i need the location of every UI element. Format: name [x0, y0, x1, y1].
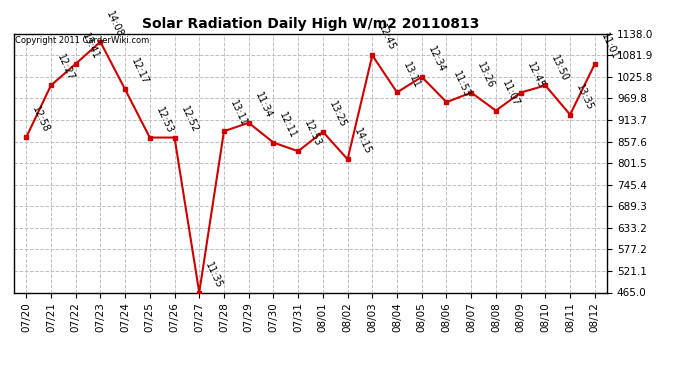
Text: 11:01: 11:01 [599, 32, 620, 61]
Text: 13:41: 13:41 [80, 32, 101, 61]
Text: 12:45: 12:45 [525, 60, 546, 90]
Text: 11:34: 11:34 [253, 91, 274, 120]
Text: 12:53: 12:53 [154, 105, 175, 135]
Text: 13:25: 13:25 [327, 99, 348, 129]
Text: 12:17: 12:17 [129, 57, 150, 87]
Text: 12:11: 12:11 [277, 110, 298, 140]
Text: 12:45: 12:45 [377, 23, 397, 53]
Text: 13:35: 13:35 [574, 82, 595, 112]
Text: 12:52: 12:52 [179, 105, 199, 135]
Title: Solar Radiation Daily High W/m2 20110813: Solar Radiation Daily High W/m2 20110813 [142, 17, 479, 31]
Text: 11:35: 11:35 [204, 260, 224, 290]
Text: 14:15: 14:15 [352, 127, 373, 156]
Text: Copyright 2011 CarderWiki.com: Copyright 2011 CarderWiki.com [15, 36, 149, 45]
Text: 12:58: 12:58 [30, 105, 51, 135]
Text: 12:34: 12:34 [426, 45, 446, 74]
Text: 12:53: 12:53 [302, 119, 323, 148]
Text: 13:11: 13:11 [228, 99, 249, 128]
Text: 13:50: 13:50 [549, 53, 571, 82]
Text: 12:27: 12:27 [55, 53, 76, 82]
Text: 11:07: 11:07 [500, 78, 521, 108]
Text: 11:53: 11:53 [451, 70, 471, 99]
Text: 14:08: 14:08 [104, 10, 126, 39]
Text: 13:26: 13:26 [475, 60, 496, 90]
Text: 13:11: 13:11 [401, 60, 422, 90]
